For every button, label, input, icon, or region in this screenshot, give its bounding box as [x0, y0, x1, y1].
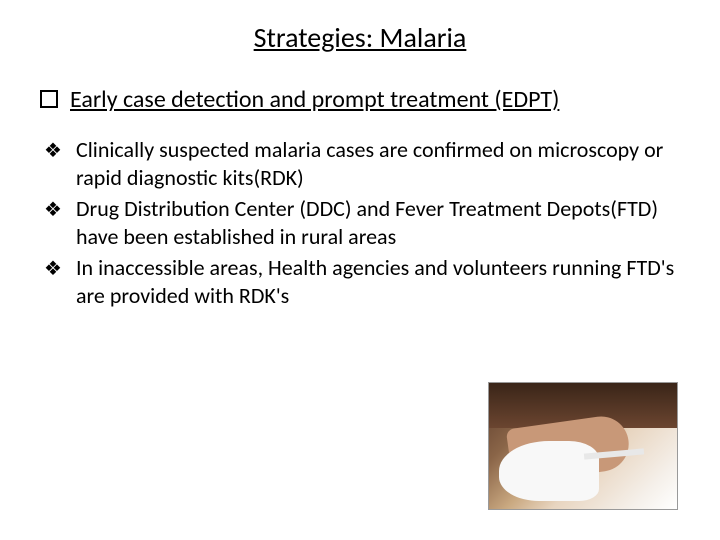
image-content — [489, 383, 677, 509]
diagnostic-image — [488, 382, 678, 510]
bullet-text: Clinically suspected malaria cases are c… — [76, 136, 680, 191]
bullet-list: ❖ Clinically suspected malaria cases are… — [40, 136, 680, 309]
bullet-text: In inaccessible areas, Health agencies a… — [76, 254, 680, 309]
list-item: ❖ Drug Distribution Center (DDC) and Fev… — [44, 195, 680, 250]
section-heading-text: Early case detection and prompt treatmen… — [70, 85, 559, 114]
diamond-bullet-icon: ❖ — [44, 138, 62, 163]
diamond-bullet-icon: ❖ — [44, 197, 62, 222]
checkbox-bullet-icon — [40, 90, 58, 108]
diamond-bullet-icon: ❖ — [44, 256, 62, 281]
bullet-text: Drug Distribution Center (DDC) and Fever… — [76, 195, 680, 250]
slide-title: Strategies: Malaria — [40, 20, 680, 55]
section-heading-row: Early case detection and prompt treatmen… — [40, 85, 680, 114]
list-item: ❖ In inaccessible areas, Health agencies… — [44, 254, 680, 309]
list-item: ❖ Clinically suspected malaria cases are… — [44, 136, 680, 191]
slide-container: Strategies: Malaria Early case detection… — [0, 0, 720, 540]
